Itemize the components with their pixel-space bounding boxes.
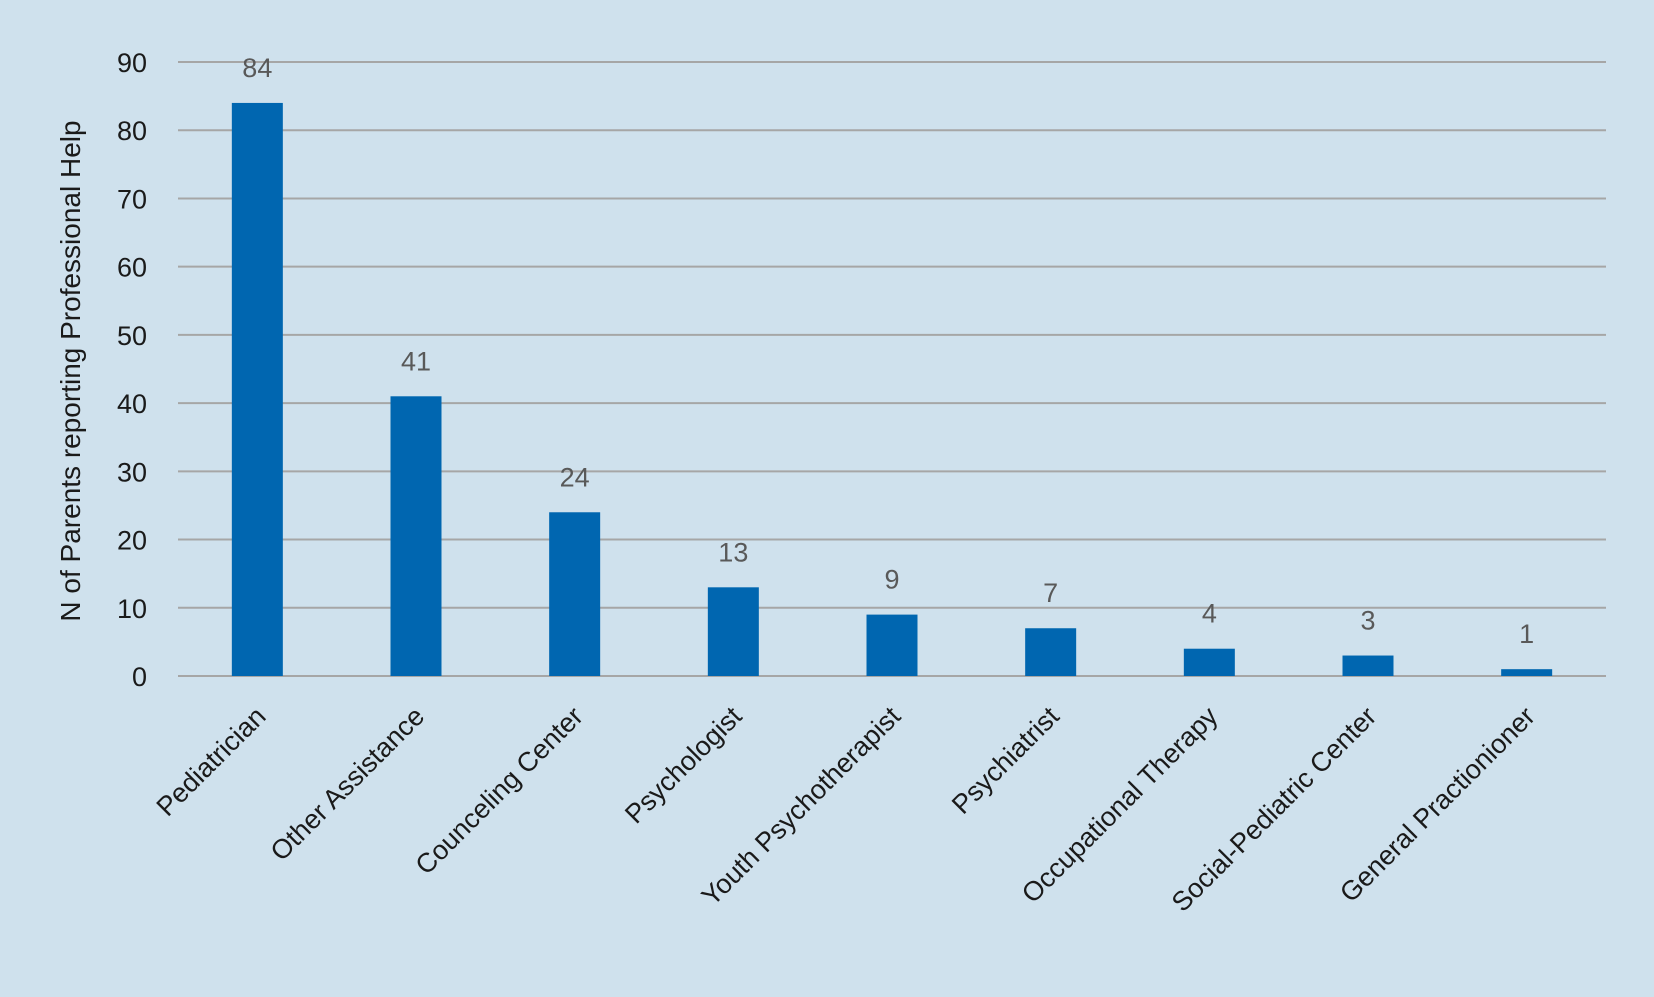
y-tick-label: 90 [117, 48, 147, 78]
data-labels: 84 41 24 13 9 7 4 3 1 [242, 53, 1534, 649]
y-tick-label: 0 [132, 662, 147, 692]
data-label: 41 [401, 346, 431, 376]
bars [231, 102, 1553, 676]
bar [866, 614, 918, 676]
x-category-label: Psychiatrist [946, 701, 1065, 820]
x-category-label: Pediatrician [151, 701, 272, 822]
y-tick-label: 40 [117, 389, 147, 419]
y-axis-ticks: 0 10 20 30 40 50 60 70 80 90 [117, 48, 147, 692]
data-label: 24 [560, 462, 590, 492]
bar [1342, 655, 1394, 676]
data-label: 7 [1043, 578, 1058, 608]
y-tick-label: 30 [117, 457, 147, 487]
data-label: 1 [1519, 619, 1534, 649]
bar [1501, 669, 1553, 676]
data-label: 3 [1360, 606, 1375, 636]
x-category-label: Other Assistance [265, 701, 431, 867]
y-tick-label: 50 [117, 321, 147, 351]
y-axis-title: N of Parents reporting Professional Help [55, 120, 86, 621]
data-label: 9 [884, 565, 899, 595]
y-tick-label: 70 [117, 184, 147, 214]
y-tick-label: 20 [117, 526, 147, 556]
data-label: 13 [718, 537, 748, 567]
bar [1183, 648, 1235, 676]
x-category-label: Psychologist [619, 701, 748, 830]
y-tick-label: 60 [117, 253, 147, 283]
bar [1025, 628, 1077, 676]
y-tick-label: 10 [117, 594, 147, 624]
x-category-label: Counceling Center [410, 701, 589, 880]
y-tick-label: 80 [117, 116, 147, 146]
bar [549, 512, 601, 676]
data-label: 4 [1202, 599, 1217, 629]
bar [231, 102, 283, 676]
data-label: 84 [242, 53, 272, 83]
bar [390, 396, 442, 676]
bar [707, 587, 759, 676]
